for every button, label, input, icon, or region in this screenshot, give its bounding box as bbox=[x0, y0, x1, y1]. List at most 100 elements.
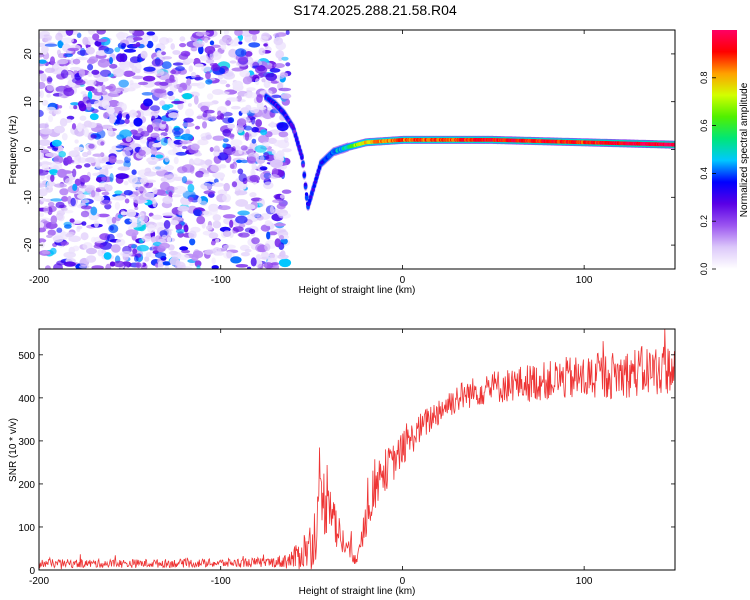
heatmap-noise-cell bbox=[179, 246, 189, 251]
heatmap-noise-cell bbox=[126, 209, 137, 218]
heatmap-noise-cell bbox=[269, 205, 274, 214]
heatmap-noise-cell bbox=[123, 266, 129, 269]
heatmap-noise-cell bbox=[212, 135, 225, 141]
heatmap-noise-cell bbox=[222, 230, 232, 237]
heatmap-x-tick-label: 0 bbox=[400, 275, 406, 286]
heatmap-noise-cell bbox=[51, 147, 59, 151]
heatmap-noise-cell bbox=[101, 191, 110, 196]
heatmap-noise-cell bbox=[80, 210, 90, 218]
heatmap-noise-cell bbox=[193, 95, 199, 105]
heatmap-noise-cell bbox=[123, 180, 129, 186]
heatmap-noise-cell bbox=[61, 133, 68, 141]
heatmap-noise-cell bbox=[96, 157, 103, 161]
heatmap-noise-cell bbox=[39, 183, 47, 188]
heatmap-noise-cell bbox=[88, 143, 95, 149]
heatmap-noise-cell bbox=[63, 251, 76, 259]
colorbar-scale bbox=[712, 30, 737, 269]
heatmap-noise-cell bbox=[264, 220, 273, 227]
heatmap-noise-cell bbox=[209, 40, 215, 46]
heatmap-noise-cell bbox=[167, 91, 174, 96]
heatmap-noise-cell bbox=[40, 149, 49, 154]
heatmap-noise-cell bbox=[144, 256, 150, 262]
heatmap-noise-cell bbox=[108, 99, 120, 108]
heatmap-noise-cell bbox=[73, 146, 85, 152]
heatmap-noise-cell bbox=[78, 68, 86, 78]
heatmap-noise-cell bbox=[159, 242, 171, 249]
heatmap-noise-cell bbox=[92, 172, 100, 176]
heatmap-noise-cell bbox=[240, 145, 248, 151]
heatmap-noise-cell bbox=[107, 233, 115, 242]
heatmap-signal-core bbox=[307, 202, 311, 207]
heatmap-noise-cell bbox=[139, 136, 147, 144]
heatmap-noise-cell bbox=[148, 160, 157, 165]
snr-panel: -200 -100 0 100 0 100 200 300 400 500 Height of … bbox=[8, 328, 676, 597]
heatmap-noise-cell bbox=[175, 66, 185, 72]
heatmap-noise-cell bbox=[224, 70, 234, 77]
heatmap-noise-cell bbox=[122, 150, 131, 158]
heatmap-noise-cell bbox=[212, 89, 224, 95]
heatmap-noise-cell bbox=[255, 78, 260, 86]
heatmap-noise-cell bbox=[269, 121, 275, 128]
heatmap-noise-cell bbox=[249, 192, 257, 198]
heatmap-y-tick-label: -10 bbox=[23, 190, 34, 205]
heatmap-noise-cell bbox=[222, 214, 236, 219]
heatmap-noise-cell bbox=[249, 107, 260, 114]
heatmap-x-ticks: -200 -100 0 100 bbox=[29, 30, 593, 286]
heatmap-noise-cell bbox=[230, 139, 243, 147]
heatmap-noise-cell bbox=[151, 236, 156, 243]
heatmap-noise-cell bbox=[241, 182, 247, 190]
heatmap-signal-core bbox=[296, 141, 300, 145]
heatmap-noise-cell bbox=[40, 73, 47, 82]
heatmap-noise-cell bbox=[120, 251, 133, 257]
heatmap-noise-cell bbox=[280, 93, 292, 99]
heatmap-noise-cell bbox=[89, 113, 99, 121]
heatmap-noise-cell bbox=[80, 232, 89, 241]
snr-x-tick-label: -100 bbox=[211, 576, 231, 587]
heatmap-noise-cell bbox=[170, 43, 175, 50]
heatmap-noise-cell bbox=[201, 65, 212, 72]
heatmap-signal-core bbox=[297, 144, 301, 149]
heatmap-noise-cell bbox=[190, 71, 197, 79]
heatmap-signal-core bbox=[291, 126, 295, 130]
heatmap-noise-cell bbox=[133, 195, 146, 204]
heatmap-noise-cell bbox=[79, 115, 87, 121]
heatmap-noise-cell bbox=[82, 36, 89, 46]
heatmap-signal-core bbox=[309, 195, 313, 199]
heatmap-noise-cell bbox=[256, 215, 264, 221]
heatmap-noise-cell bbox=[83, 120, 93, 128]
heatmap-noise-cell bbox=[43, 205, 50, 214]
heatmap-noise-cell bbox=[132, 75, 144, 80]
heatmap-noise-cell bbox=[150, 105, 161, 112]
heatmap-noise-cell bbox=[204, 249, 214, 255]
heatmap-noise-cell bbox=[47, 229, 56, 236]
heatmap-noise-cell bbox=[114, 119, 126, 125]
heatmap-x-axis-label: Height of straight line (km) bbox=[299, 285, 416, 296]
heatmap-noise-cell bbox=[114, 195, 126, 201]
heatmap-noise-cell bbox=[86, 247, 97, 255]
heatmap-noise-cell bbox=[55, 32, 63, 41]
heatmap-noise-cell bbox=[76, 225, 83, 230]
heatmap-noise-cell bbox=[39, 90, 44, 99]
heatmap-noise-cell bbox=[270, 159, 283, 168]
heatmap-noise-cell bbox=[273, 32, 283, 38]
heatmap-noise-cell bbox=[177, 210, 183, 216]
heatmap-noise-cell bbox=[56, 59, 69, 65]
snr-y-axis-label: SNR (10 * v/v) bbox=[8, 418, 19, 482]
heatmap-noise-cell bbox=[123, 48, 137, 53]
heatmap-noise-cell bbox=[152, 187, 158, 195]
heatmap-noise-cell bbox=[235, 124, 244, 133]
heatmap-noise-cell bbox=[189, 82, 201, 87]
heatmap-noise-cell bbox=[116, 134, 125, 140]
heatmap-noise-cell bbox=[204, 46, 216, 54]
heatmap-noise-cell bbox=[153, 222, 166, 231]
heatmap-noise-cell bbox=[175, 151, 187, 156]
heatmap-noise-cell bbox=[69, 104, 74, 110]
heatmap-noise-cell bbox=[86, 102, 92, 111]
heatmap-noise-cell bbox=[284, 136, 289, 144]
heatmap-noise-cell bbox=[213, 151, 220, 157]
heatmap-noise-cell bbox=[41, 45, 49, 54]
heatmap-noise-cell bbox=[263, 181, 274, 190]
heatmap-noise-cell bbox=[57, 40, 64, 49]
heatmap-noise-cell bbox=[217, 110, 222, 117]
heatmap-noise-cell bbox=[193, 209, 203, 217]
